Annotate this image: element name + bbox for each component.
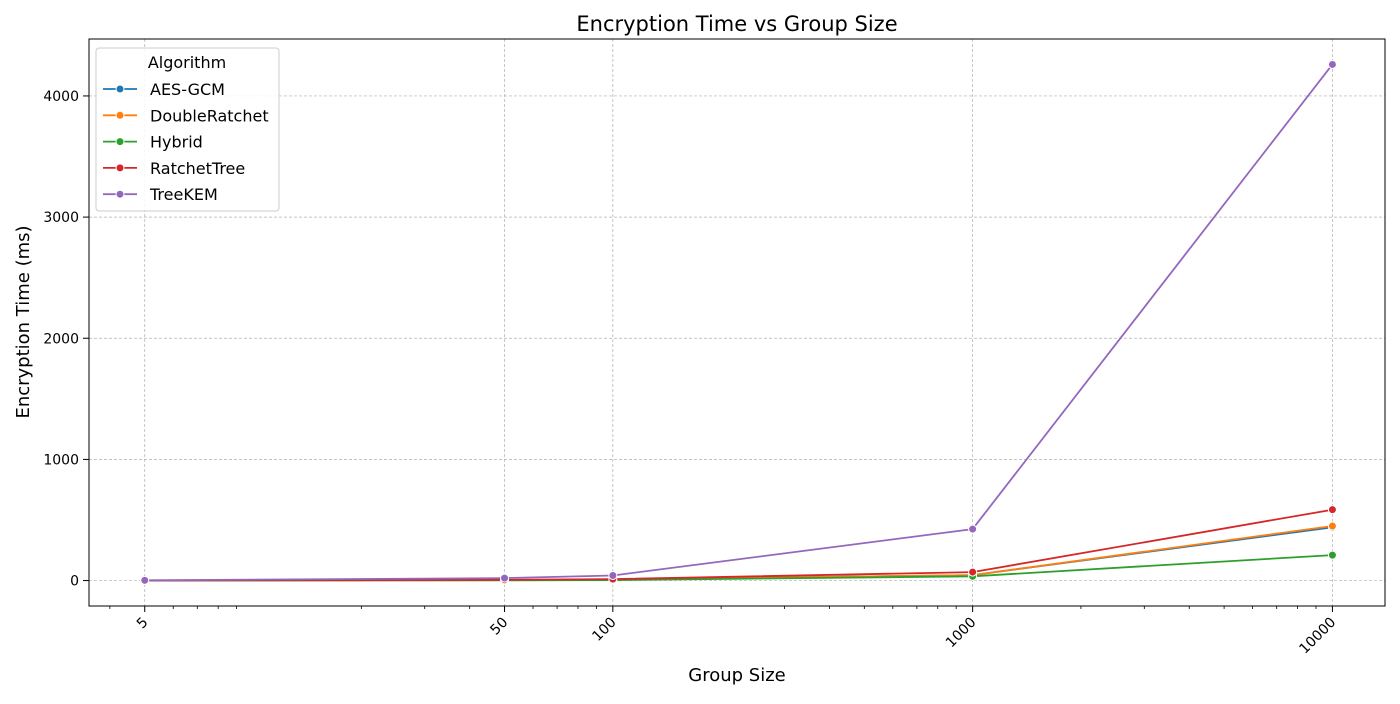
legend: Algorithm AES-GCM DoubleRatchet Hybrid Ratc… bbox=[95, 47, 280, 212]
legend-item: Hybrid bbox=[103, 133, 203, 152]
y-axis-label: Encryption Time (ms) bbox=[13, 225, 34, 418]
legend-box bbox=[95, 47, 280, 212]
series-line bbox=[144, 525, 1333, 582]
grid bbox=[89, 39, 1385, 606]
data-point bbox=[500, 573, 510, 583]
legend-item: RatchetTree bbox=[103, 159, 245, 178]
data-point bbox=[1327, 550, 1337, 560]
legend-swatch-marker bbox=[115, 189, 125, 199]
data-point bbox=[1327, 505, 1337, 515]
y-tick-label: 4000 bbox=[43, 89, 79, 105]
x-tick-label: 100 bbox=[589, 615, 619, 645]
x-axis: 5 50 100 1000 10000 bbox=[109, 606, 1339, 658]
legend-swatch-marker bbox=[115, 110, 125, 120]
legend-item: DoubleRatchet bbox=[103, 106, 269, 125]
series-aes-gcm bbox=[140, 522, 1337, 586]
data-point bbox=[140, 575, 150, 585]
data-point bbox=[1327, 59, 1337, 69]
series-line bbox=[144, 526, 1333, 582]
y-tick-label: 3000 bbox=[43, 210, 79, 226]
legend-swatch-marker bbox=[115, 137, 125, 147]
y-tick-label: 0 bbox=[70, 574, 79, 590]
legend-swatch-marker bbox=[115, 84, 125, 94]
data-point bbox=[1327, 521, 1337, 531]
y-axis: 0 1000 2000 3000 4000 bbox=[43, 89, 89, 590]
series-line bbox=[144, 508, 1333, 582]
x-tick-label: 1000 bbox=[943, 615, 980, 652]
legend-label: Hybrid bbox=[150, 133, 203, 152]
legend-title: Algorithm bbox=[148, 53, 226, 72]
y-tick-label: 2000 bbox=[43, 331, 79, 347]
x-tick-label: 50 bbox=[487, 615, 511, 639]
legend-items: AES-GCM DoubleRatchet Hybrid RatchetTree Tre… bbox=[103, 80, 269, 204]
legend-label: DoubleRatchet bbox=[150, 106, 269, 125]
data-point bbox=[608, 570, 618, 580]
data-point bbox=[968, 567, 978, 577]
chart-title: Encryption Time vs Group Size bbox=[576, 12, 897, 36]
legend-label: AES-GCM bbox=[150, 80, 225, 99]
x-tick-label: 10000 bbox=[1296, 615, 1339, 658]
y-tick-label: 1000 bbox=[43, 452, 79, 468]
data-point bbox=[968, 524, 978, 534]
series-ratchettree bbox=[140, 505, 1337, 586]
x-tick-label: 5 bbox=[134, 615, 152, 633]
series-layer bbox=[140, 59, 1337, 586]
legend-label: TreeKEM bbox=[149, 185, 218, 204]
series-doubleratchet bbox=[140, 521, 1337, 586]
plot-frame bbox=[88, 38, 1386, 607]
legend-item: AES-GCM bbox=[103, 80, 225, 99]
legend-swatch-marker bbox=[115, 163, 125, 173]
series-line bbox=[144, 63, 1334, 582]
legend-label: RatchetTree bbox=[150, 159, 245, 178]
series-treekem bbox=[140, 59, 1337, 585]
legend-item: TreeKEM bbox=[103, 185, 218, 204]
x-axis-label: Group Size bbox=[688, 665, 785, 686]
